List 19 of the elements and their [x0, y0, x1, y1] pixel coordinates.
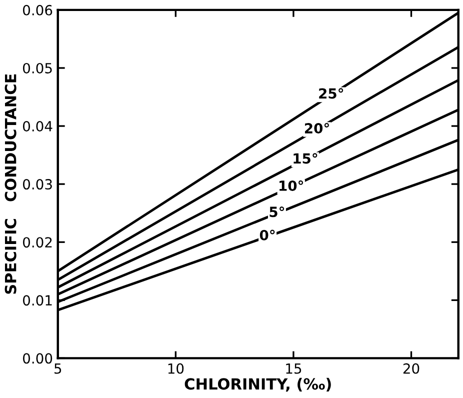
annotation: 10° [280, 180, 304, 192]
y-tick-label: 0.01 [23, 295, 52, 306]
y-tick-label: 0.06 [23, 4, 52, 16]
annotation: 15° [294, 153, 318, 164]
x-tick-label: 15 [286, 363, 302, 374]
x-tick-label: 5 [54, 363, 62, 374]
y-tick-label: 0.02 [23, 237, 52, 248]
x-tick-label: 10 [168, 363, 184, 374]
annotation: 25° [319, 88, 344, 99]
x-axis-title: CHLORINITY, (‰) [184, 378, 331, 392]
annotation: 20° [304, 122, 329, 134]
y-tick-label: 0.04 [23, 121, 52, 132]
y-axis-title: SPECIFIC CONDUCTANCE [4, 74, 16, 294]
x-tick-label: 20 [403, 363, 420, 374]
y-tick-label: 0.00 [23, 353, 52, 364]
y-tick-label: 0.03 [23, 179, 52, 190]
annotation: 5° [270, 206, 284, 218]
y-tick-label: 0.05 [23, 62, 52, 74]
annotation: 0° [260, 230, 275, 240]
